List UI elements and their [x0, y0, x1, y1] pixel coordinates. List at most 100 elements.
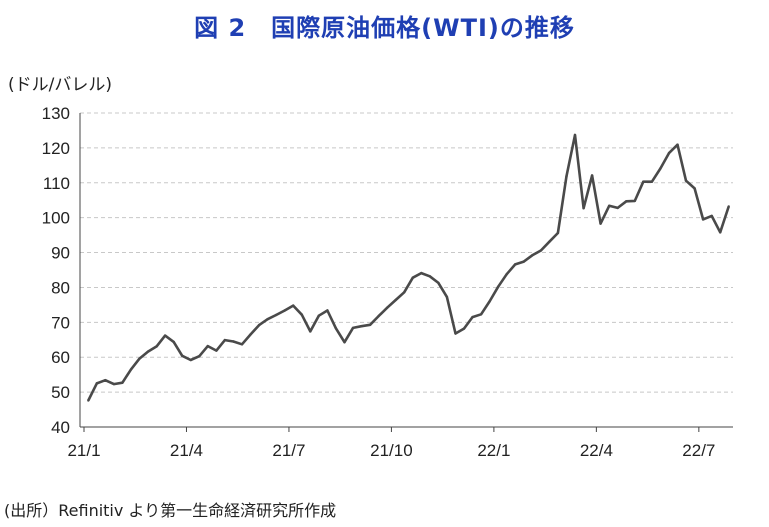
x-tick-label: 21/4 — [170, 441, 203, 460]
y-tick-label: 110 — [43, 174, 70, 193]
data-point — [505, 273, 508, 276]
data-point — [138, 357, 141, 360]
data-point — [317, 314, 320, 317]
data-point — [522, 260, 525, 263]
y-tick-label: 130 — [42, 104, 70, 123]
data-point — [497, 285, 500, 288]
data-point — [727, 205, 730, 208]
series-layer — [87, 133, 730, 402]
data-point — [300, 313, 303, 316]
data-point — [616, 206, 619, 210]
data-point — [684, 179, 688, 182]
data-point — [471, 315, 474, 319]
data-point — [104, 379, 107, 382]
data-point — [309, 330, 312, 333]
data-point — [403, 291, 406, 294]
data-point — [625, 200, 628, 203]
y-tick-label: 80 — [51, 278, 70, 297]
y-tick-label: 120 — [42, 139, 70, 158]
data-point — [386, 306, 389, 309]
data-point — [454, 332, 457, 335]
data-point — [146, 350, 150, 353]
data-point — [479, 313, 483, 316]
data-point — [531, 254, 534, 257]
data-point — [334, 327, 338, 330]
x-tick-label: 21/7 — [272, 441, 305, 460]
data-point — [274, 313, 278, 317]
y-axis-unit-label: (ドル/バレル) — [8, 75, 112, 95]
data-point — [659, 167, 662, 170]
data-point — [266, 318, 269, 321]
data-point — [642, 180, 645, 183]
data-point — [206, 344, 209, 348]
data-point — [693, 187, 696, 190]
source-note: (出所）Refinitiv より第一生命経済研究所作成 — [4, 501, 337, 520]
y-tick-label: 90 — [51, 244, 70, 263]
data-point — [240, 343, 244, 346]
data-point — [539, 249, 543, 252]
axes — [79, 113, 733, 432]
data-point — [719, 231, 722, 234]
data-point — [667, 151, 671, 155]
data-point — [676, 143, 679, 146]
data-point — [420, 271, 423, 275]
data-point — [514, 263, 517, 266]
x-tick-label: 21/10 — [370, 441, 413, 460]
data-point — [257, 323, 261, 327]
data-point — [121, 381, 124, 384]
data-point — [556, 231, 560, 235]
wti-price-line — [87, 133, 730, 402]
data-point — [163, 334, 167, 337]
y-tick-label: 60 — [51, 348, 70, 367]
x-tick-label: 22/7 — [682, 441, 715, 460]
data-point — [701, 218, 705, 221]
data-point — [650, 180, 654, 183]
data-point — [548, 240, 551, 243]
data-point — [445, 295, 449, 299]
data-point — [95, 382, 99, 385]
x-tick-label: 22/1 — [477, 441, 510, 460]
data-point — [565, 174, 568, 178]
data-point — [232, 340, 235, 343]
x-tick-label: 22/4 — [580, 441, 613, 460]
data-point — [283, 309, 286, 312]
data-point — [608, 204, 611, 207]
data-point — [292, 304, 295, 307]
data-point — [582, 207, 585, 210]
data-point — [129, 368, 133, 371]
data-point — [155, 345, 158, 348]
data-point — [326, 309, 329, 312]
data-point — [411, 276, 414, 279]
data-point — [87, 399, 90, 402]
data-point — [351, 326, 355, 330]
data-point — [710, 214, 713, 218]
data-point — [590, 174, 594, 177]
data-point — [189, 358, 192, 362]
data-point — [181, 354, 184, 357]
data-point — [215, 349, 218, 352]
y-tick-label: 70 — [51, 313, 70, 332]
data-point — [437, 281, 440, 285]
y-tick-label: 50 — [51, 383, 70, 402]
data-point — [112, 382, 116, 386]
data-point — [343, 341, 346, 344]
data-point — [599, 222, 602, 225]
data-point — [428, 275, 431, 278]
y-tick-label: 40 — [51, 418, 70, 437]
data-point — [249, 333, 252, 336]
tick-labels: 40 50 60 70 80 90 100 110 120 130 21/1 21/4 21/7 21/1… — [42, 104, 716, 460]
x-tick-label: 21/1 — [67, 441, 100, 460]
data-point — [172, 340, 175, 344]
data-point — [198, 355, 201, 358]
data-point — [462, 327, 466, 330]
data-point — [223, 338, 227, 342]
data-point — [573, 133, 577, 137]
data-point — [488, 300, 491, 303]
data-point — [633, 199, 636, 203]
data-point — [360, 325, 363, 328]
gridlines — [80, 112, 733, 393]
chart-title: 図 2 国際原油価格(WTI)の推移 — [194, 14, 575, 42]
data-point — [368, 323, 372, 326]
data-point — [394, 298, 397, 302]
